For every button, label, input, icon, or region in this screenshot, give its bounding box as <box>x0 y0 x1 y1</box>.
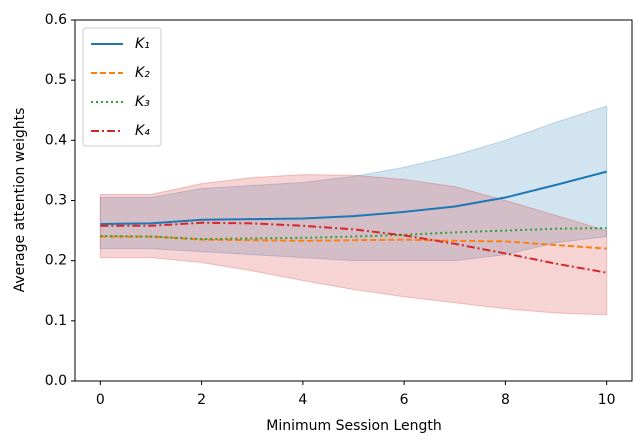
y-tick-label: 0.0 <box>45 373 67 389</box>
series-line <box>100 235 607 250</box>
x-tick-label: 2 <box>197 392 206 408</box>
y-tick-label: 0.2 <box>45 253 67 269</box>
x-tick-label: 0 <box>96 392 105 408</box>
x-tick-label: 8 <box>501 392 510 408</box>
series-line <box>100 170 607 225</box>
y-tick-label: 0.3 <box>45 193 67 209</box>
series-line <box>100 221 607 274</box>
confidence-band <box>99 174 608 316</box>
x-tick-label: 10 <box>598 392 616 408</box>
legend-box <box>82 27 162 147</box>
legend-label: K₂ <box>135 65 150 81</box>
legend-label: K₄ <box>135 123 150 139</box>
y-tick-label: 0.6 <box>45 12 67 28</box>
y-axis-label: Average attention weights <box>12 108 28 293</box>
x-tick-label: 4 <box>298 392 307 408</box>
y-tick-label: 0.1 <box>45 313 67 329</box>
y-tick-label: 0.5 <box>45 72 67 88</box>
legend-label: K₁ <box>135 36 150 52</box>
x-tick-label: 6 <box>400 392 409 408</box>
legend-label: K₃ <box>135 94 150 110</box>
confidence-band <box>99 105 608 262</box>
x-axis-label: Minimum Session Length <box>266 418 442 434</box>
y-tick-label: 0.4 <box>45 132 67 148</box>
